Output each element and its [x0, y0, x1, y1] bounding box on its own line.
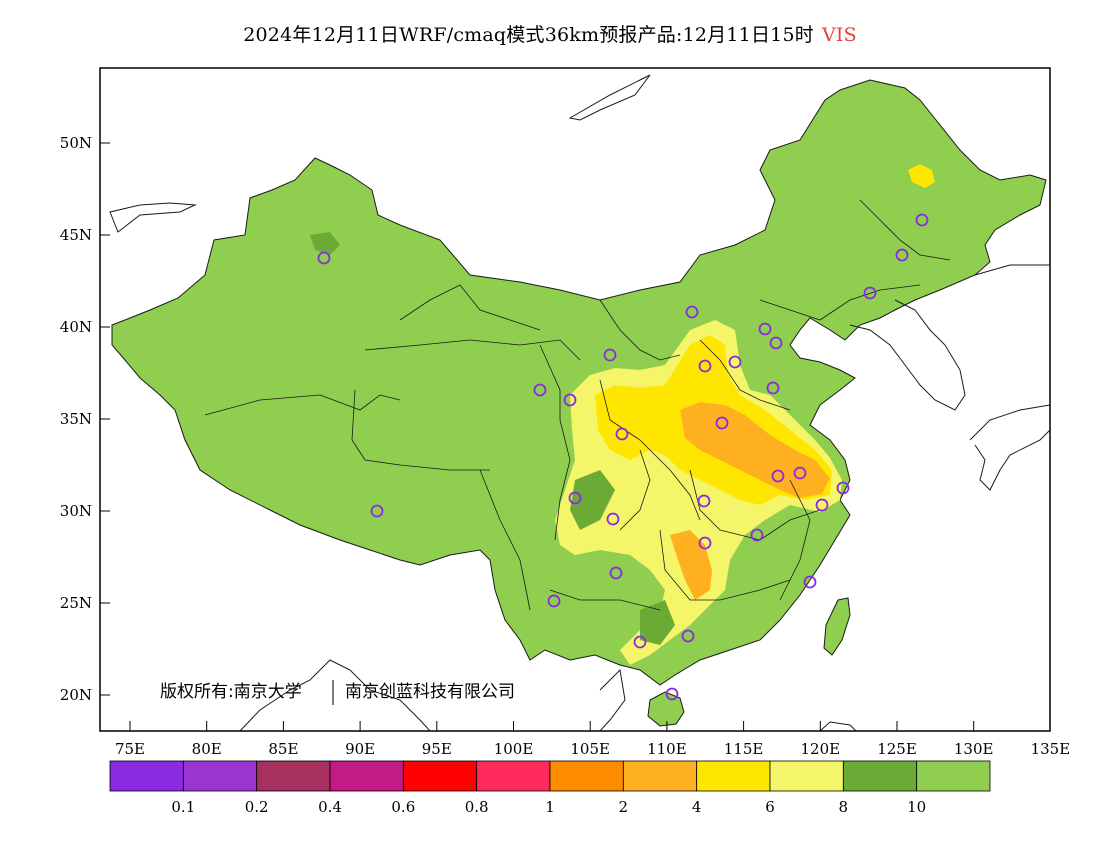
- station-marker: [533, 383, 547, 397]
- lat-tick-label: 20N: [60, 686, 92, 704]
- colorbar-swatch: [916, 760, 991, 792]
- dark-green-patch-south: [640, 600, 675, 645]
- colorbar-label: 4: [692, 798, 702, 816]
- title-variable: VIS: [821, 24, 857, 46]
- station-marker: [815, 498, 829, 512]
- lat-tick-label: 50N: [60, 134, 92, 152]
- colorbar-label: 2: [619, 798, 629, 816]
- station-marker: [685, 305, 699, 319]
- lon-tick-label: 135E: [1031, 740, 1071, 758]
- station-marker: [563, 393, 577, 407]
- station-marker: [370, 504, 384, 518]
- colorbar-swatch: [402, 760, 478, 792]
- lon-tick-label: 130E: [954, 740, 994, 758]
- station-marker: [615, 427, 629, 441]
- lon-tick-label: 80E: [192, 740, 222, 758]
- colorbar-swatch: [476, 760, 551, 792]
- station-marker: [317, 251, 331, 265]
- colorbar-swatch: [622, 760, 698, 792]
- colorbar-swatch: [549, 760, 624, 792]
- station-marker: [771, 469, 785, 483]
- station-marker: [633, 635, 647, 649]
- lat-tick-label: 40N: [60, 318, 92, 336]
- colorbar-label: 0.4: [318, 798, 342, 816]
- station-marker: [697, 494, 711, 508]
- station-marker: [803, 575, 817, 589]
- title-main: 2024年12月11日WRF/cmaq模式36km预报产品:12月11日15时: [243, 24, 814, 46]
- plot-frame: [99, 67, 1051, 732]
- neighbor-outlines: [109, 74, 1050, 731]
- station-marker: [766, 381, 780, 395]
- colorbar-label: 8: [839, 798, 849, 816]
- station-marker: [728, 355, 742, 369]
- lon-tick-label: 115E: [724, 740, 764, 758]
- lon-tick-label: 75E: [115, 740, 145, 758]
- station-marker: [698, 359, 712, 373]
- lat-tick-label: 30N: [60, 502, 92, 520]
- dark-green-patch-west: [310, 232, 340, 255]
- station-marker: [603, 348, 617, 362]
- lat-tick-label: 25N: [60, 594, 92, 612]
- lon-tick-label: 125E: [877, 740, 917, 758]
- lon-tick-label: 85E: [268, 740, 298, 758]
- copyright-left: 版权所有:南京大学: [160, 682, 302, 702]
- station-marker: [568, 491, 582, 505]
- lon-tick-label: 100E: [494, 740, 534, 758]
- colorbar-swatch: [182, 760, 258, 792]
- station-marker: [681, 629, 695, 643]
- taiwan-island: [823, 597, 851, 656]
- colorbar-label: 0.8: [465, 798, 489, 816]
- map-layer: [109, 74, 1050, 731]
- copyright-right: 南京创蓝科技有限公司: [345, 682, 515, 702]
- dark-green-patch-sw: [570, 470, 615, 530]
- colorbar-label: 0.6: [391, 798, 415, 816]
- station-marker: [698, 536, 712, 550]
- province-boundaries: [204, 199, 951, 611]
- station-marker: [665, 687, 679, 701]
- colorbar-swatch: [696, 760, 771, 792]
- station-marker: [750, 528, 764, 542]
- station-marker: [715, 416, 729, 430]
- colorbar-swatch: [769, 760, 844, 792]
- station-marker: [547, 594, 561, 608]
- lon-tick-label: 90E: [345, 740, 375, 758]
- colorbar-swatch: [256, 760, 331, 792]
- map-title: 2024年12月11日WRF/cmaq模式36km预报产品:12月11日15时 V…: [0, 20, 1100, 47]
- longitude-axis: 75E 80E 85E 90E 95E 100E 105E 110E 115E 120E 125E 1…: [115, 721, 1070, 758]
- china-landmass: [111, 79, 1047, 686]
- lat-tick-label: 35N: [60, 410, 92, 428]
- station-markers: [317, 213, 929, 701]
- station-marker: [606, 512, 620, 526]
- colorbar-swatch: [329, 760, 404, 792]
- colorbar-label: 0.1: [171, 798, 195, 816]
- lon-tick-label: 120E: [801, 740, 841, 758]
- colorbar-swatch: [842, 760, 918, 792]
- station-marker: [836, 481, 850, 495]
- colorbar-label: 0.2: [245, 798, 269, 816]
- station-marker: [915, 213, 929, 227]
- vis-zone-yellow-ne: [908, 164, 935, 188]
- lat-tick-label: 45N: [60, 226, 92, 244]
- colorbar: 0.1 0.2 0.4 0.6 0.8 1 2 4 6 8 10: [109, 760, 991, 816]
- lon-tick-label: 110E: [647, 740, 687, 758]
- colorbar-label: 10: [907, 798, 926, 816]
- colorbar-swatch: [109, 760, 184, 792]
- latitude-axis: 50N 45N 40N 35N 30N 25N 20N: [60, 134, 110, 704]
- station-marker: [793, 466, 807, 480]
- lon-tick-label: 95E: [422, 740, 452, 758]
- lon-tick-label: 105E: [570, 740, 610, 758]
- station-marker: [863, 286, 877, 300]
- station-marker: [895, 248, 909, 262]
- station-marker: [758, 322, 772, 336]
- colorbar-label: 1: [545, 798, 555, 816]
- colorbar-label: 6: [765, 798, 775, 816]
- station-marker: [769, 336, 783, 350]
- station-marker: [609, 566, 623, 580]
